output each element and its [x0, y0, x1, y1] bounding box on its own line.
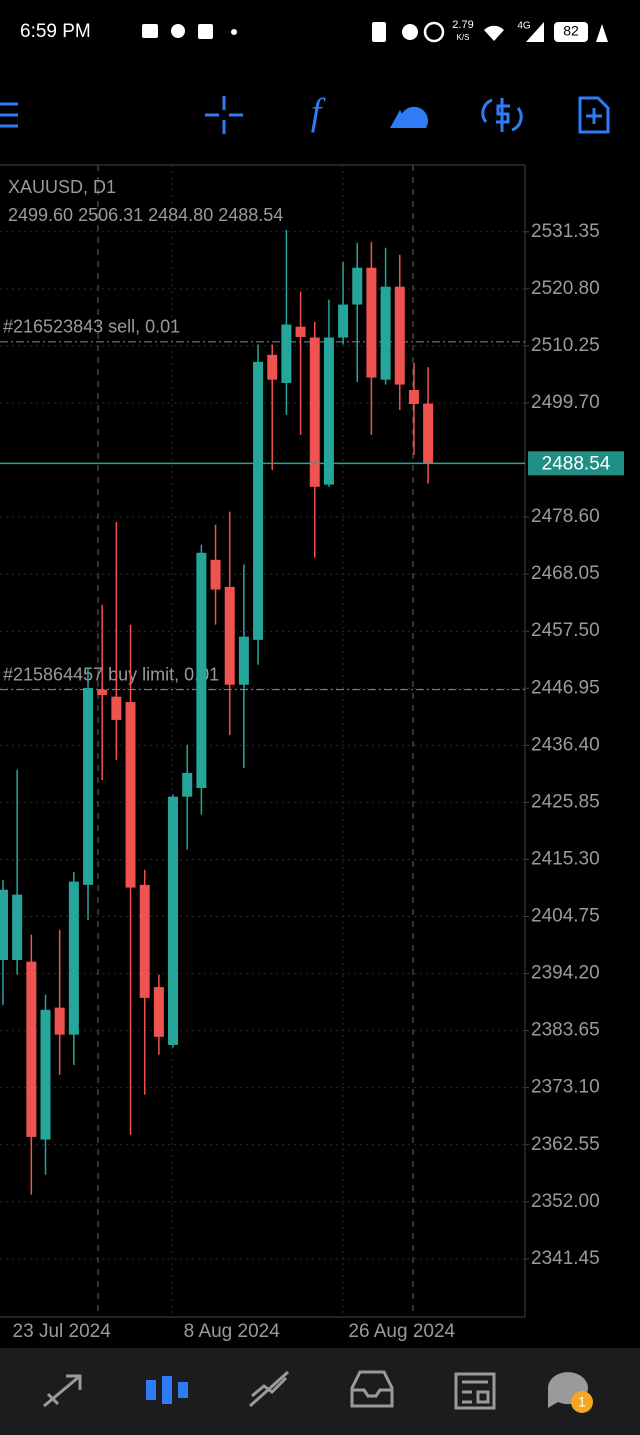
candle-body [196, 552, 207, 789]
y-tick-label: 2425.85 [531, 791, 600, 812]
x-tick-label: 26 Aug 2024 [348, 1321, 455, 1342]
y-tick-label: 2468.05 [531, 563, 600, 584]
badge-count: 1 [578, 1394, 586, 1410]
y-tick-label: 2436.40 [531, 734, 600, 755]
tab-icon [162, 1376, 172, 1404]
crosshair-button[interactable] [205, 96, 243, 134]
objects-button[interactable] [390, 106, 429, 128]
candle-body [26, 961, 37, 1137]
candle-body [352, 267, 363, 305]
y-tick-label: 2341.45 [531, 1248, 600, 1269]
candle-body [323, 337, 334, 485]
candle-body [12, 894, 23, 961]
y-tick-label: 2478.60 [531, 506, 600, 527]
candle-body [309, 337, 320, 487]
chart: XAUUSD, D1 2499.60 2506.31 2484.80 2488.… [0, 164, 624, 1342]
y-tick-label: 2520.80 [531, 278, 600, 299]
beaker-icon [596, 24, 608, 42]
news-tab[interactable] [454, 1372, 496, 1410]
candle-body [97, 689, 108, 696]
status-time: 6:59 PM [20, 21, 91, 42]
candle-body [238, 636, 249, 685]
chat-icon [171, 24, 185, 38]
candle-body [0, 889, 8, 961]
y-tick-label: 2510.25 [531, 335, 600, 356]
symbol: XAUUSD, D1 [8, 177, 116, 197]
order-label: #216523843 sell, 0.01 [3, 317, 180, 337]
trade-button[interactable] [481, 98, 523, 132]
candle-body [83, 687, 94, 885]
price-tag [528, 451, 624, 476]
bottom-nav: 1 [43, 1370, 593, 1413]
alarm-icon [423, 21, 445, 43]
candle-body [224, 586, 235, 685]
candle-body [111, 696, 122, 720]
candle-body [267, 354, 278, 380]
candle-body [68, 881, 79, 1035]
y-tick-label: 2362.55 [531, 1134, 600, 1155]
status-icons [142, 21, 608, 43]
x-tick-label: 8 Aug 2024 [184, 1321, 281, 1342]
tab-icon [146, 1380, 156, 1400]
chart-tab[interactable] [146, 1376, 188, 1404]
battery-level: 82 [563, 23, 579, 39]
history-tab[interactable] [350, 1370, 394, 1408]
tab-icon [178, 1382, 188, 1398]
vibrate-icon [372, 22, 386, 42]
y-tick-label: 2499.70 [531, 392, 600, 413]
y-tick-label: 2352.00 [531, 1191, 600, 1212]
y-tick-label: 2531.35 [531, 221, 600, 242]
candle-body [408, 389, 419, 405]
candle-body [182, 772, 193, 797]
y-tick-label: 2383.65 [531, 1020, 600, 1041]
dot-icon [231, 29, 237, 35]
new-order-button[interactable] [578, 96, 610, 134]
facebook-icon [198, 24, 213, 39]
y-tick-label: 2415.30 [531, 848, 600, 869]
candle-body [380, 286, 391, 380]
candle-body [338, 304, 349, 338]
candle-body [253, 361, 264, 640]
quotes-tab[interactable] [43, 1374, 82, 1408]
candle-body [139, 884, 150, 998]
telegram-icon [142, 24, 158, 38]
candle-body [210, 559, 221, 590]
candle-body [153, 987, 164, 1037]
order-label: #215864457 buy limit, 0.01 [3, 664, 219, 684]
bottom-bar [0, 1348, 640, 1435]
battery-icon [554, 22, 588, 42]
candle-body [281, 324, 292, 383]
net-speed-unit: K/S [457, 33, 470, 42]
price-tag-label: 2488.54 [542, 453, 611, 474]
moon-icon [402, 24, 418, 40]
x-tick-label: 23 Jul 2024 [13, 1321, 112, 1342]
y-tick-label: 2394.20 [531, 963, 600, 984]
candle-body [168, 796, 179, 1045]
badge [571, 1391, 593, 1413]
candle-body [54, 1007, 65, 1035]
candle-body [423, 403, 434, 464]
y-tick-label: 2404.75 [531, 906, 600, 927]
y-tick-label: 2457.50 [531, 620, 600, 641]
y-tick-label: 2446.95 [531, 677, 600, 698]
candle-body [366, 267, 377, 378]
candle-body [40, 1009, 51, 1140]
network-type: 4G [517, 21, 531, 32]
net-speed: 2.79 [452, 19, 473, 31]
ohlc-header: 2499.60 2506.31 2484.80 2488.54 [8, 205, 283, 225]
candle-body [394, 286, 405, 385]
wifi-icon [484, 25, 504, 41]
candle-body [295, 326, 306, 337]
trade-tab[interactable] [248, 1370, 290, 1408]
signal-icon [526, 22, 544, 42]
y-tick-label: 2373.10 [531, 1077, 600, 1098]
candle-body [125, 702, 136, 888]
menu-button[interactable] [0, 102, 18, 128]
